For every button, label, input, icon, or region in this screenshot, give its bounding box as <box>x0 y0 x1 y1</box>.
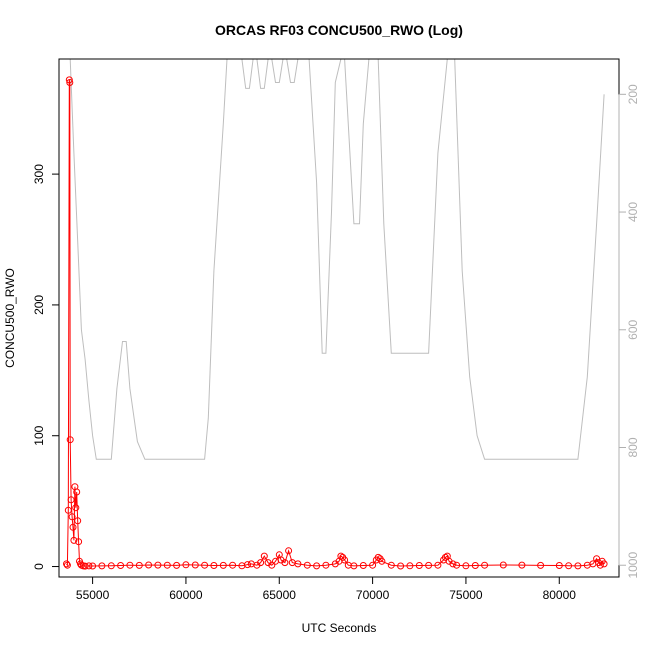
axes-layer: 55000 60000 65000 70000 75000 80000 0 100 200 300… <box>32 84 640 602</box>
concentration-point <box>182 561 190 569</box>
concentration-point <box>85 562 93 570</box>
concentration-point <box>565 562 573 570</box>
concentration-point <box>359 562 367 569</box>
concentration-point <box>219 561 227 569</box>
concentration-point <box>98 562 106 570</box>
concentration-point <box>268 561 276 569</box>
concentration-point <box>67 496 75 504</box>
concentration-point <box>471 562 479 569</box>
concentration-point <box>425 561 433 569</box>
concentration-point <box>64 506 72 514</box>
x-tick-label: 70000 <box>356 588 390 602</box>
concentration-point <box>63 560 70 568</box>
right-tick-label: 600 <box>626 319 640 339</box>
x-tick-label: 80000 <box>543 588 577 602</box>
concentration-point <box>337 552 345 560</box>
concentration-point <box>145 561 153 569</box>
concentration-point <box>281 559 289 567</box>
concentration-point <box>596 561 604 569</box>
concentration-point <box>593 555 601 563</box>
x-axis-label: UTC Seconds <box>302 621 377 635</box>
concentration-point <box>89 562 97 570</box>
concentration-point <box>434 561 442 569</box>
concentration-point <box>69 523 77 531</box>
concentration-point <box>350 562 358 570</box>
concentration-point <box>173 561 181 569</box>
concentration-point <box>107 562 115 570</box>
concentration-point <box>303 561 311 569</box>
concentration-point <box>260 552 268 560</box>
concentration-point <box>322 561 330 569</box>
y-tick-label: 100 <box>32 425 46 445</box>
concentration-point <box>70 536 78 544</box>
y-tick-label: 0 <box>32 563 46 570</box>
concentration-point <box>453 561 461 569</box>
concentration-point <box>65 76 73 84</box>
concentration-point <box>537 561 545 569</box>
concentration-point <box>81 562 89 570</box>
concentration-point <box>499 561 507 569</box>
concentration-line <box>66 79 605 567</box>
concentration-point <box>397 562 405 570</box>
concentration-point <box>66 79 74 86</box>
concentration-point <box>72 504 80 512</box>
concentration-point <box>74 517 82 525</box>
concentration-point <box>135 561 143 569</box>
y-tick-label: 200 <box>32 295 46 315</box>
concentration-series <box>63 76 608 570</box>
concentration-point <box>229 561 237 569</box>
concentration-point <box>406 562 414 570</box>
concentration-point <box>257 559 265 567</box>
concentration-point <box>66 436 74 444</box>
concentration-point <box>441 553 449 561</box>
x-tick-label: 65000 <box>263 588 297 602</box>
concentration-point <box>518 561 526 569</box>
right-tick-label: 400 <box>626 202 640 222</box>
concentration-point <box>341 556 349 564</box>
concentration-point <box>201 561 209 569</box>
right-tick-label: 200 <box>626 84 640 104</box>
right-tick-label: 800 <box>626 437 640 457</box>
pressure-line <box>69 58 605 460</box>
concentration-point <box>369 561 377 569</box>
concentration-point <box>285 547 293 555</box>
concentration-point <box>75 538 83 546</box>
concentration-point <box>449 560 457 568</box>
chart-title: ORCAS RF03 CONCU500_RWO (Log) <box>215 22 463 38</box>
concentration-point <box>117 562 125 569</box>
y-axis-label: CONCU500_RWO <box>3 268 17 368</box>
x-tick-label: 75000 <box>449 588 483 602</box>
concentration-point <box>244 561 251 569</box>
concentration-point <box>126 561 134 569</box>
concentration-point <box>415 562 423 569</box>
concentration-point <box>163 561 171 569</box>
x-tick-label: 55000 <box>76 588 110 602</box>
concentration-point <box>481 561 489 569</box>
series-layer <box>63 58 608 570</box>
pressure-series <box>69 58 605 460</box>
concentration-point <box>210 562 218 569</box>
concentration-point <box>574 562 582 570</box>
concentration-point <box>63 561 71 569</box>
concentration-point <box>191 561 199 569</box>
concentration-point <box>313 562 321 570</box>
concentration-point <box>374 553 382 561</box>
concentration-point <box>73 488 81 496</box>
y-tick-label: 300 <box>32 164 46 184</box>
concentration-point <box>462 562 470 570</box>
concentration-point <box>600 560 608 568</box>
concentration-point <box>294 560 302 568</box>
concentration-point <box>378 557 386 565</box>
x-tick-label: 60000 <box>169 588 203 602</box>
concentration-point <box>387 561 395 569</box>
concentration-point <box>154 561 162 569</box>
concentration-point <box>555 562 563 569</box>
right-tick-label: 1000 <box>626 552 640 579</box>
concentration-point <box>68 513 76 521</box>
